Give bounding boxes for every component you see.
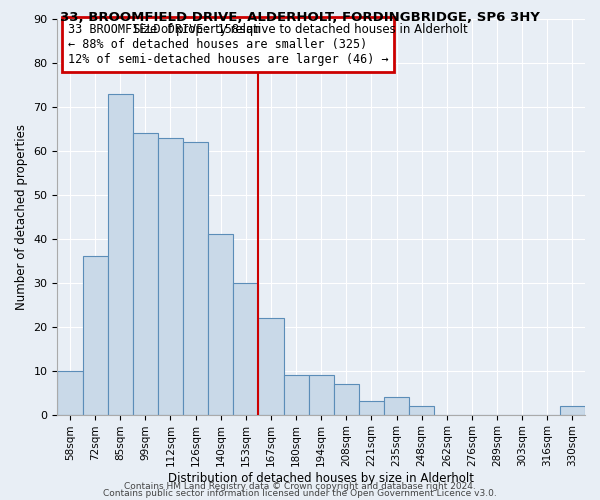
Bar	[409, 406, 434, 414]
Bar	[560, 406, 585, 414]
Bar	[233, 282, 259, 414]
Bar	[107, 94, 133, 414]
Y-axis label: Number of detached properties: Number of detached properties	[15, 124, 28, 310]
Bar	[83, 256, 107, 414]
Bar	[284, 375, 308, 414]
Bar	[384, 397, 409, 414]
Bar	[133, 134, 158, 414]
Text: Contains HM Land Registry data © Crown copyright and database right 2024.: Contains HM Land Registry data © Crown c…	[124, 482, 476, 491]
Text: Size of property relative to detached houses in Alderholt: Size of property relative to detached ho…	[133, 22, 467, 36]
Text: 33, BROOMFIELD DRIVE, ALDERHOLT, FORDINGBRIDGE, SP6 3HY: 33, BROOMFIELD DRIVE, ALDERHOLT, FORDING…	[60, 11, 540, 24]
Text: Contains public sector information licensed under the Open Government Licence v3: Contains public sector information licen…	[103, 489, 497, 498]
Bar	[334, 384, 359, 414]
Bar	[208, 234, 233, 414]
Bar	[58, 370, 83, 414]
X-axis label: Distribution of detached houses by size in Alderholt: Distribution of detached houses by size …	[168, 472, 474, 485]
Bar	[308, 375, 334, 414]
Text: 33 BROOMFIELD DRIVE: 158sqm
← 88% of detached houses are smaller (325)
12% of se: 33 BROOMFIELD DRIVE: 158sqm ← 88% of det…	[68, 23, 389, 66]
Bar	[259, 318, 284, 414]
Bar	[158, 138, 183, 414]
Bar	[359, 402, 384, 414]
Bar	[183, 142, 208, 414]
